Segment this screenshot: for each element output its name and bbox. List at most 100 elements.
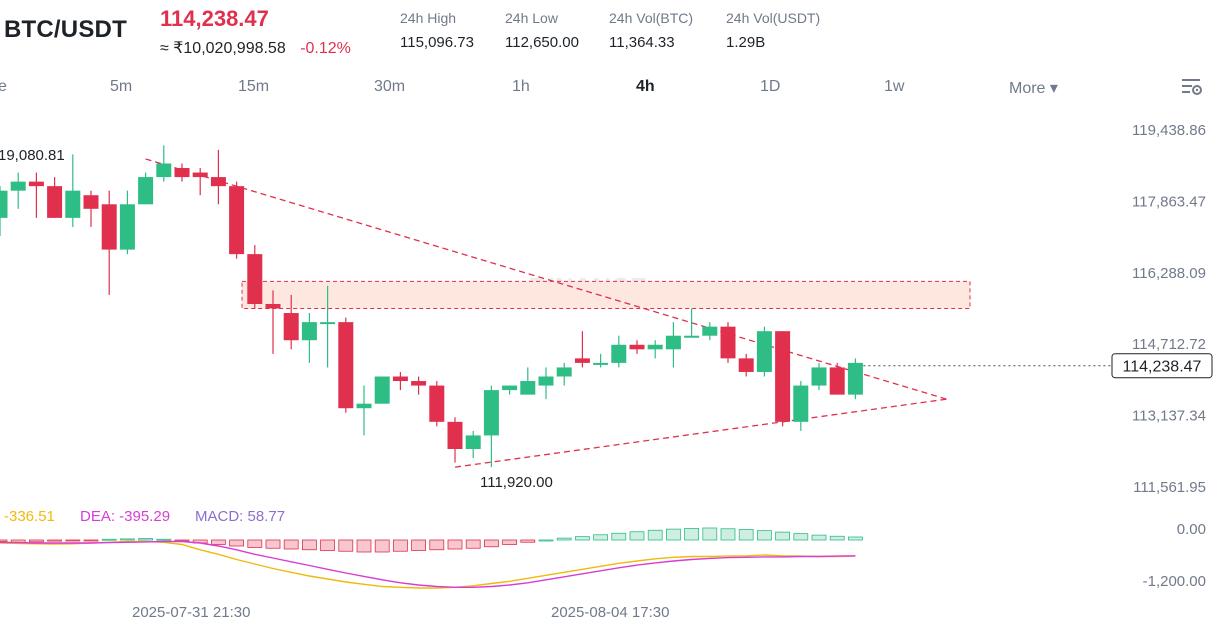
tab-15m[interactable]: 15m [238, 78, 270, 95]
macd-bar-negative [520, 539, 536, 543]
tab-30m[interactable]: 30m [374, 78, 406, 95]
chart-settings-icon[interactable] [1180, 76, 1204, 98]
macd-bar-negative [320, 539, 336, 551]
candle-up [483, 390, 499, 436]
stat-24h-vol-btc: 24h Vol(BTC) 11,364.33 [609, 10, 693, 51]
tab-1d[interactable]: 1D [760, 78, 781, 95]
macd-bar-negative [429, 539, 445, 551]
time-label: 2025-08-04 17:30 [551, 604, 669, 621]
candle-up [593, 362, 609, 365]
tab-5m[interactable]: 5m [110, 78, 133, 95]
price-tick-label: 117,863.47 [1132, 193, 1206, 210]
candle-up [756, 331, 772, 372]
macd-bar-positive [793, 533, 809, 541]
stat-label: 24h Vol(USDT) [726, 10, 821, 26]
macd-bar-positive [156, 538, 172, 541]
macd-bar-negative [247, 539, 263, 548]
candle-down [775, 331, 791, 422]
candle-down [447, 421, 463, 450]
macd-bar-positive [775, 531, 790, 541]
macd-bar-positive [101, 538, 117, 541]
candle-down [411, 381, 427, 386]
last-price-tag [1111, 353, 1213, 379]
candle-up [793, 385, 809, 422]
candle-down [338, 322, 354, 409]
macd-bar-positive [120, 538, 135, 541]
candle-up [665, 335, 681, 350]
macd-bar-positive [848, 536, 863, 541]
price-tick-label: 111,561.95 [1133, 479, 1206, 496]
high-price-label: 19,080.81 [0, 147, 65, 164]
stat-label: 24h High [400, 10, 457, 26]
low-price-label: 111,920.00 [480, 474, 553, 491]
candle-up [556, 367, 572, 377]
macd-signal-line [0, 540, 856, 588]
change-percent: -0.12% [300, 40, 351, 57]
inr-price: ≈ ₹10,020,998.58 [160, 40, 286, 57]
candle-down [192, 172, 208, 178]
macd-bar-positive [629, 531, 645, 541]
candle-up [502, 385, 518, 391]
candle-down [720, 326, 736, 359]
price-axis: 119,438.86 117,863.47 116,288.09 114,712.72… [1132, 122, 1206, 496]
candle-up [647, 344, 663, 350]
price-tick-label: 116,288.09 [1132, 265, 1206, 282]
trendlines [145, 158, 947, 468]
candle-down [210, 177, 226, 187]
candle-up [611, 344, 627, 363]
candle-down [574, 358, 590, 363]
macd-bar-positive [556, 537, 572, 541]
candle-up [65, 190, 81, 218]
macd-bar-negative [465, 539, 481, 549]
macd-bar-negative [411, 539, 427, 551]
candle-down [392, 376, 408, 382]
candle-up [684, 335, 700, 338]
stat-label: 24h Low [505, 10, 558, 26]
macd-bar-negative [374, 539, 390, 553]
more-timeframes-button[interactable]: More ▾ [1009, 80, 1058, 97]
tab-4h[interactable]: 4h [636, 78, 655, 95]
candle-down [265, 303, 281, 309]
tab-1w[interactable]: 1w [884, 78, 905, 95]
macd-bar-positive [738, 529, 754, 541]
pair-title: BTC/USDT [4, 16, 127, 43]
macd-bar-positive [702, 527, 718, 541]
macd-bar-negative [0, 539, 8, 542]
candlesticks [0, 145, 863, 468]
macd-tick-label: -1,200.00 [1143, 573, 1206, 590]
candle-down [738, 358, 754, 372]
stat-24h-vol-usdt: 24h Vol(USDT) 1.29B [726, 10, 820, 51]
stat-value: 115,096.73 [400, 34, 474, 51]
tab-1h[interactable]: 1h [512, 78, 530, 95]
candle-up [847, 362, 863, 395]
macd-bar-negative [83, 539, 99, 542]
stat-value: 1.29B [726, 34, 766, 51]
macd-bar-negative [392, 539, 408, 552]
macd-bar-positive [593, 534, 608, 541]
macd-bar-negative [28, 539, 44, 543]
candle-up [811, 367, 827, 386]
candle-down [283, 313, 299, 341]
price-subline: ≈ ₹10,020,998.58 -0.12% [160, 38, 351, 58]
macd-bar-positive [575, 536, 590, 541]
candle-up [538, 376, 554, 386]
candle-down [83, 195, 99, 209]
tab-timeframe-partial[interactable]: e [0, 78, 7, 95]
macd-bar-positive [611, 532, 627, 541]
candle-down [429, 385, 445, 422]
macd-bar-positive [666, 528, 681, 541]
candle-down [247, 254, 263, 304]
price-tick-label: 113,137.34 [1132, 408, 1206, 425]
macd-dif-label: -336.51 [4, 508, 55, 525]
trendline [454, 398, 947, 468]
last-price-tag-label: 114,238.47 [1123, 359, 1202, 376]
macd-panel: -336.51 DEA: -395.29 MACD: 58.77 0.00 -1,200… [0, 508, 1206, 590]
candle-up [374, 376, 390, 404]
candle-down [174, 168, 190, 178]
stat-24h-high: 24h High 115,096.73 [400, 10, 474, 51]
stat-value: 112,650.00 [505, 34, 579, 51]
price-tick-label: 114,712.72 [1132, 336, 1206, 353]
candle-up [356, 403, 372, 409]
macd-bar-positive [720, 528, 736, 541]
